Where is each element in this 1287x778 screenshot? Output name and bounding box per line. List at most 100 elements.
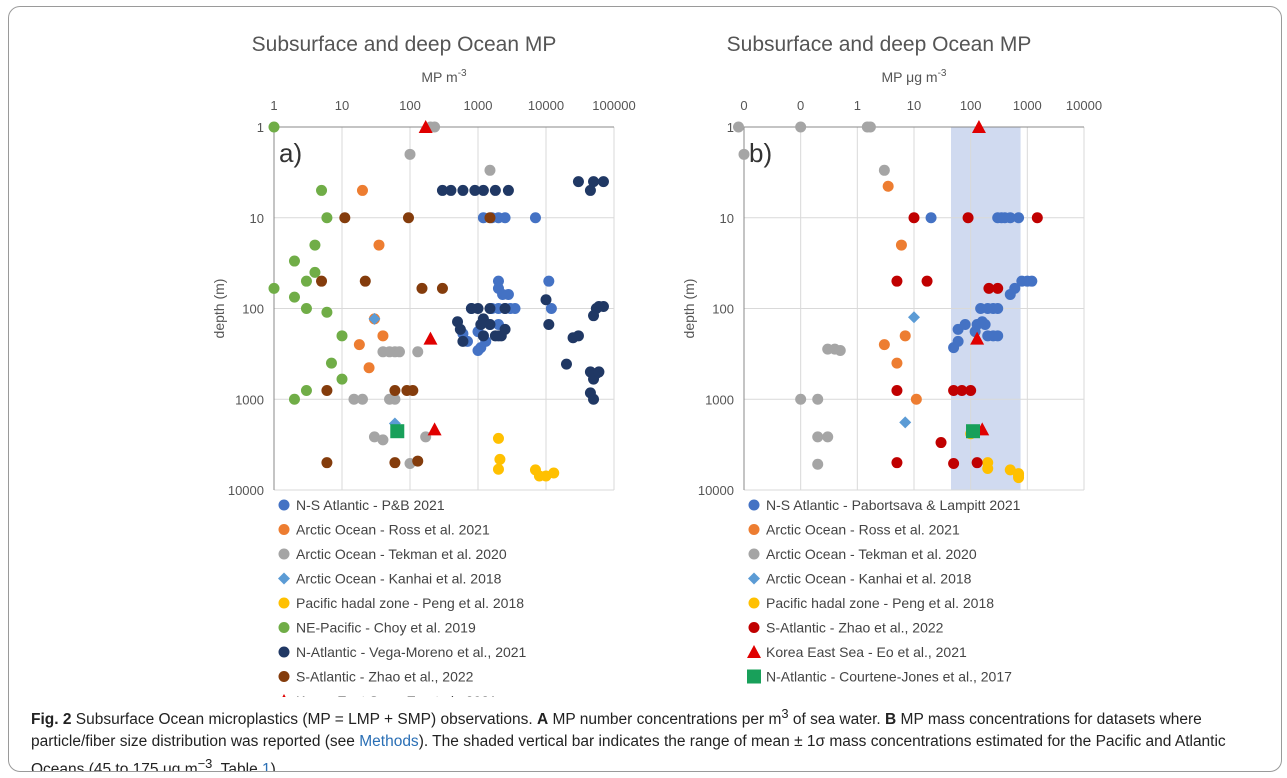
y-tick-label: 100 [712, 302, 734, 317]
legend-label: Pacific hadal zone - Peng et al. 2018 [766, 595, 994, 611]
legend-marker [278, 524, 290, 535]
data-point [423, 331, 438, 345]
data-point [339, 212, 351, 224]
y-tick-label: 10 [250, 211, 264, 226]
data-point [965, 384, 977, 396]
y-axis-label: depth (m) [211, 279, 227, 339]
data-point [572, 176, 584, 188]
y-axis-label: depth (m) [681, 279, 697, 339]
legend-marker [278, 671, 290, 682]
data-point [895, 239, 907, 251]
data-point [412, 346, 424, 358]
data-point [540, 294, 552, 306]
data-point [812, 431, 824, 443]
figure-caption: Fig. 2 Subsurface Ocean microplastics (M… [31, 703, 1276, 772]
data-point [288, 291, 300, 303]
series-5 [268, 121, 348, 405]
y-tick-label: 10000 [698, 483, 734, 498]
x-tick-label: 100 [399, 98, 421, 113]
legend-label: Arctic Ocean - Tekman et al. 2020 [766, 546, 977, 562]
data-point [921, 275, 933, 287]
legend-marker [748, 524, 760, 535]
data-point [878, 164, 890, 176]
legend-label: NE-Pacific - Choy et al. 2019 [296, 620, 476, 636]
methods-link[interactable]: Methods [359, 733, 419, 751]
series-3 [899, 311, 920, 429]
data-point [952, 323, 964, 335]
data-point [377, 330, 389, 342]
caption-text: , Table [212, 761, 263, 772]
x-tick-label: 0 [797, 98, 804, 113]
data-point [316, 184, 328, 196]
x-tick-label: 1 [270, 98, 277, 113]
x-axis-label: MP μg m-3 [882, 68, 947, 85]
data-point [1026, 275, 1038, 287]
data-point [436, 282, 448, 294]
data-point [597, 300, 609, 312]
data-point [891, 275, 903, 287]
legend-marker [748, 572, 760, 585]
caption-text: Subsurface Ocean microplastics (MP = LMP… [71, 711, 537, 729]
data-point [983, 282, 995, 294]
data-point [427, 422, 442, 436]
data-point [1009, 282, 1021, 294]
legend-label: N-S Atlantic - Pabortsava & Lampitt 2021 [766, 497, 1021, 513]
caption-text: ). The shaded vertical bar indicates the… [31, 733, 1226, 772]
data-point [593, 366, 605, 378]
data-point [373, 239, 385, 251]
data-point [597, 176, 609, 188]
data-point [404, 148, 416, 160]
series-6 [436, 176, 609, 405]
legend-marker [278, 572, 290, 585]
legend-marker [747, 645, 761, 658]
data-point [952, 335, 964, 347]
series-4 [492, 432, 560, 482]
data-point [992, 303, 1004, 314]
data-point [966, 424, 981, 439]
x-axis-label: MP m-3 [421, 68, 467, 85]
legend-label: N-Atlantic - Courtene-Jones et al., 2017 [766, 669, 1012, 685]
data-point [979, 318, 991, 330]
y-tick-label: 1 [727, 120, 734, 135]
data-point [445, 184, 457, 196]
legend-marker [278, 548, 290, 560]
data-point [1031, 212, 1043, 224]
x-tick-label: 0 [740, 98, 747, 113]
data-point [543, 318, 555, 330]
legend-label: Arctic Ocean - Kanhai et al. 2018 [296, 571, 502, 587]
caption-panel-b-label: B [885, 711, 897, 729]
data-point [891, 357, 903, 369]
legend-marker [748, 499, 760, 511]
x-tick-label: 1 [854, 98, 861, 113]
data-point [910, 393, 922, 405]
data-point [377, 434, 389, 446]
data-point [499, 323, 511, 335]
chart-title: Subsurface and deep Ocean MP [727, 33, 1032, 56]
legend-marker [278, 499, 290, 511]
data-point [509, 303, 521, 314]
data-point [390, 424, 405, 439]
data-point [891, 457, 903, 469]
series-2 [348, 121, 496, 469]
legend-marker [278, 597, 290, 609]
data-point [588, 310, 600, 322]
table-link[interactable]: 1 [262, 761, 271, 772]
series-8 [418, 120, 442, 436]
x-axis-label-exponent: -3 [458, 68, 467, 79]
data-point [891, 384, 903, 396]
data-point [560, 358, 572, 370]
data-point [992, 330, 1004, 342]
panel-label: a) [279, 138, 302, 168]
data-point [336, 373, 348, 385]
y-tick-label: 100 [242, 302, 264, 317]
data-point [321, 212, 333, 224]
data-point [300, 303, 312, 314]
data-point [353, 339, 365, 351]
data-point [469, 184, 481, 196]
data-point [316, 275, 328, 287]
data-point [348, 393, 360, 405]
chart-panel-a: Subsurface and deep Ocean MP MP m-3 1 10 100… [211, 33, 636, 498]
data-point [502, 184, 514, 196]
data-point [834, 344, 846, 356]
